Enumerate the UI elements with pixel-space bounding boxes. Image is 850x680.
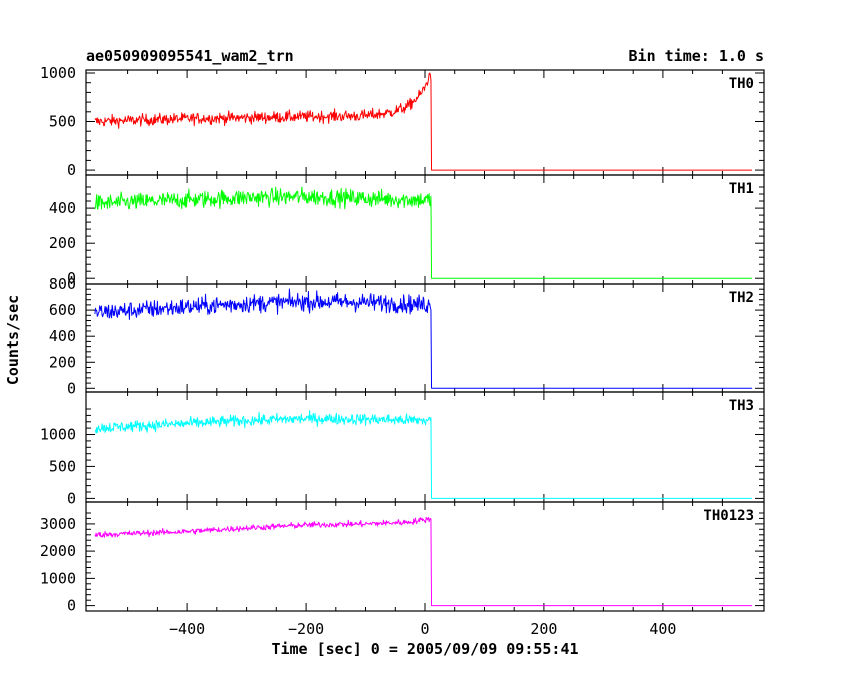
panel-th1: 0 200 400 TH1 [49, 174, 765, 287]
x-tick-label: 0 [420, 620, 429, 638]
panel-frame [85, 391, 765, 503]
series-label: TH2 [729, 290, 754, 306]
series-label: TH3 [729, 398, 754, 414]
series-label: TH0123 [703, 508, 754, 524]
panel-th3: 0 500 1000 TH3 [40, 391, 765, 507]
panel-th0123: 0 1000 2000 3000 TH0123 [40, 501, 765, 615]
y-tick-label: 1000 [40, 64, 76, 82]
series-line-th3 [94, 410, 753, 499]
x-axis-label: Time [sec] 0 = 2005/09/09 09:55:41 [271, 640, 578, 658]
panel-th2: 0 200 400 600 800 TH2 [49, 275, 765, 397]
series-line-th2 [94, 288, 753, 389]
y-tick-label: 1000 [40, 426, 76, 444]
y-tick-label: 0 [67, 161, 76, 179]
y-tick-label: 800 [49, 275, 76, 293]
x-tick-label: 200 [530, 620, 557, 638]
y-tick-label: 400 [49, 327, 76, 345]
panel-frame [85, 174, 765, 285]
y-axis-label: Counts/sec [4, 295, 22, 385]
x-axis-tick-labels: −400 −200 0 200 400 [169, 620, 676, 638]
y-tick-label: 1000 [40, 569, 76, 587]
y-tick-label: 3000 [40, 515, 76, 533]
y-tick-label: 200 [49, 234, 76, 252]
y-tick-label: 0 [67, 597, 76, 615]
y-tick-label: 500 [49, 113, 76, 131]
y-tick-label: 400 [49, 199, 76, 217]
series-line-th1 [94, 186, 753, 279]
x-tick-label: −200 [288, 620, 324, 638]
x-tick-label: 400 [649, 620, 676, 638]
panels-group: 0 500 1000 TH0 0 200 400 TH1 0 200 400 600 800 TH2 0 50… [40, 64, 765, 615]
series-line-th0 [94, 72, 753, 171]
y-tick-label: 0 [67, 379, 76, 397]
series-label: TH0 [729, 76, 754, 92]
panel-frame [85, 283, 765, 393]
series-label: TH1 [729, 181, 754, 197]
y-tick-label: 500 [49, 457, 76, 475]
bin-time-label: Bin time: 1.0 s [629, 47, 764, 65]
y-tick-label: 0 [67, 269, 76, 287]
panel-th0: 0 500 1000 TH0 [40, 64, 765, 179]
series-line-th0123 [94, 516, 753, 607]
x-tick-label: −400 [169, 620, 205, 638]
y-tick-label: 600 [49, 301, 76, 319]
y-tick-label: 0 [67, 489, 76, 507]
chart-title: ae050909095541_wam2_trn [86, 47, 294, 65]
panel-frame [85, 501, 765, 612]
y-tick-label: 2000 [40, 542, 76, 560]
y-tick-label: 200 [49, 353, 76, 371]
